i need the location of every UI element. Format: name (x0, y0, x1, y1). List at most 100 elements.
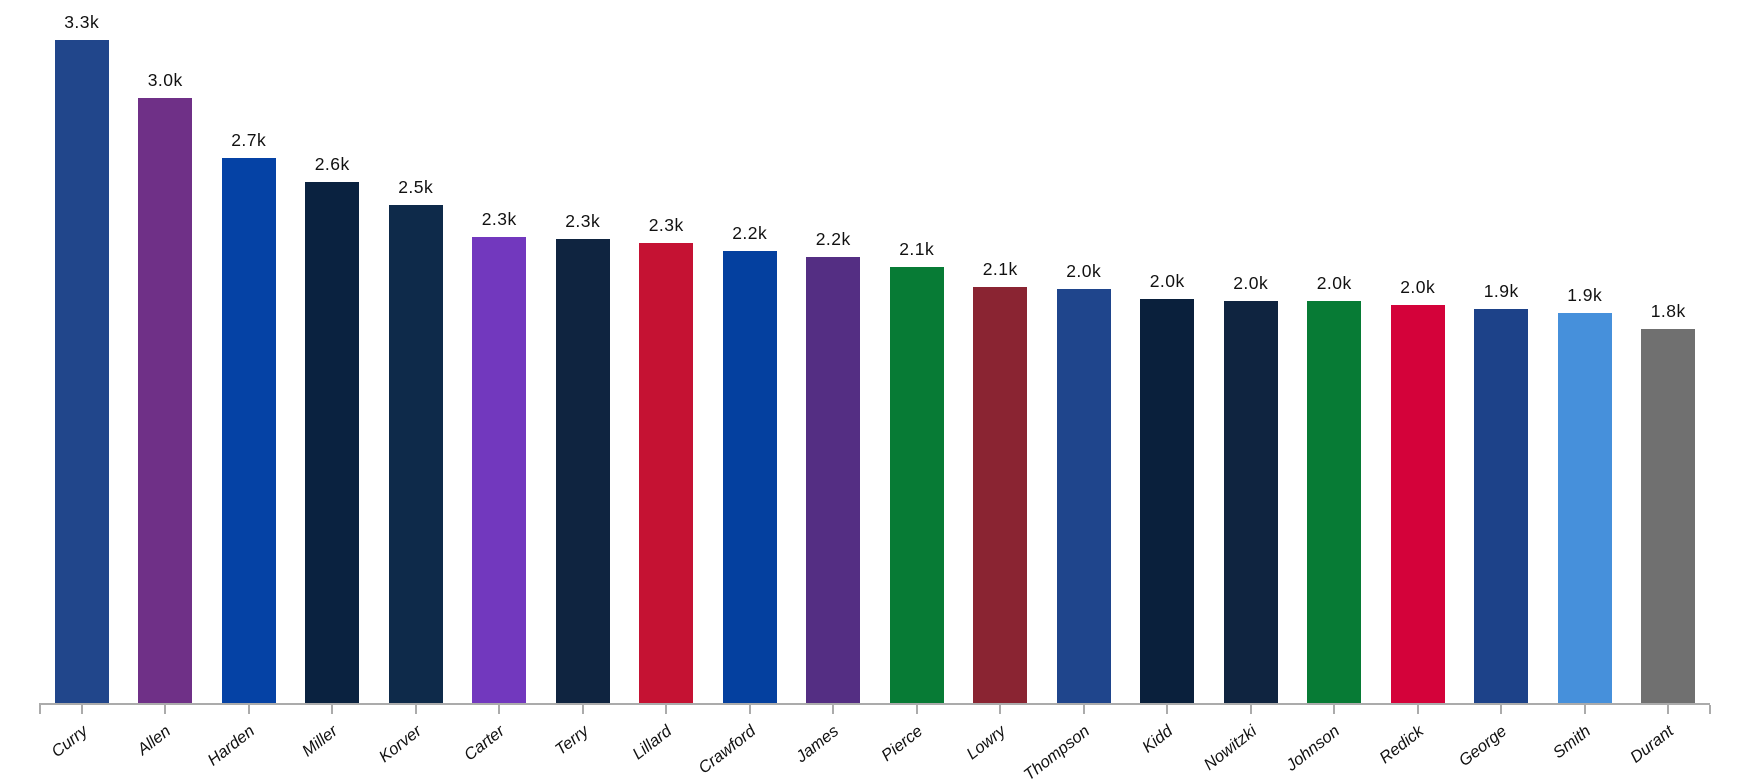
bar-slot: 2.0k (1126, 271, 1210, 703)
x-axis-label-durant: Durant (1627, 722, 1678, 767)
x-axis-label-pierce: Pierce (877, 722, 926, 765)
x-axis-label-terry: Terry (551, 722, 592, 759)
x-axis-label-nowitzki: Nowitzki (1200, 722, 1260, 775)
x-axis-label-crawford: Crawford (695, 722, 759, 778)
bar-durant[interactable] (1641, 329, 1696, 703)
bar-value-label: 2.2k (815, 229, 851, 249)
axis-tick (1500, 705, 1503, 714)
bar-value-label: 2.0k (1066, 261, 1102, 281)
axis-tick (665, 705, 668, 714)
x-axis-label-korver: Korver (375, 722, 425, 767)
x-axis-label-lowry: Lowry (963, 722, 1010, 764)
axis-tick (80, 705, 83, 714)
bar-slot: 2.2k (792, 229, 876, 703)
bar-value-label: 2.3k (565, 211, 601, 231)
x-axis-label-thompson: Thompson (1020, 722, 1093, 780)
x-axis-label-george: George (1455, 722, 1511, 771)
bar-slot: 2.1k (875, 239, 959, 703)
bar-slot: 2.0k (1376, 277, 1460, 703)
plot-area: 3.3k 3.0k 2.7k 2.6k 2.5k 2.3k 2.3k 2.3k 2.2k 2.2k… (40, 0, 1710, 703)
bar-curry[interactable] (54, 40, 109, 703)
x-axis-label-harden: Harden (204, 722, 258, 770)
bar-slot: 3.0k (124, 70, 208, 703)
x-axis-label-james: James (792, 722, 843, 767)
bar-value-label: 2.3k (481, 209, 517, 229)
bar-value-label: 1.8k (1650, 301, 1686, 321)
x-axis-labels: Curry Allen Harden Miller Korver Carter Terry L… (40, 716, 1710, 780)
bar-allen[interactable] (138, 98, 193, 703)
bar-value-label: 2.0k (1400, 277, 1436, 297)
axis-tick (498, 705, 501, 714)
axis-tick (1166, 705, 1169, 714)
axis-tick (1667, 705, 1670, 714)
bar-slot: 1.9k (1543, 285, 1627, 703)
axis-end-tick (39, 705, 41, 714)
bar-george[interactable] (1474, 309, 1529, 703)
axis-tick (1082, 705, 1085, 714)
axis-tick (247, 705, 250, 714)
bar-value-label: 2.2k (732, 223, 768, 243)
axis-tick (748, 705, 751, 714)
axis-tick (164, 705, 167, 714)
bar-value-label: 2.6k (314, 154, 350, 174)
bar-johnson[interactable] (1307, 301, 1362, 703)
bar-slot: 1.9k (1460, 281, 1544, 703)
axis-tick (999, 705, 1002, 714)
axis-tick (414, 705, 417, 714)
axis-tick (915, 705, 918, 714)
bar-slot: 2.3k (625, 215, 709, 703)
x-axis-ticks (39, 705, 1711, 714)
bar-slot: 2.5k (374, 177, 458, 703)
x-axis-label-allen: Allen (134, 722, 175, 759)
x-axis-label-smith: Smith (1549, 722, 1594, 763)
axis-tick (832, 705, 835, 714)
bar-slot: 2.0k (1293, 273, 1377, 703)
bar-slot: 2.2k (708, 223, 792, 703)
axis-end-tick (1709, 705, 1711, 714)
bar-value-label: 2.0k (1149, 271, 1185, 291)
x-axis-label-miller: Miller (299, 722, 342, 761)
axis-tick (1333, 705, 1336, 714)
bar-harden[interactable] (221, 158, 276, 703)
bar-korver[interactable] (388, 205, 443, 703)
bar-thompson[interactable] (1056, 289, 1111, 703)
x-axis-label-lillard: Lillard (629, 722, 676, 764)
bar-value-label: 3.3k (64, 12, 100, 32)
axis-tick (1583, 705, 1586, 714)
bar-smith[interactable] (1557, 313, 1612, 703)
axis-tick (331, 705, 334, 714)
bar-redick[interactable] (1390, 305, 1445, 703)
bar-slot: 2.3k (541, 211, 625, 703)
bar-miller[interactable] (305, 182, 360, 703)
bar-lillard[interactable] (639, 243, 694, 703)
bar-kidd[interactable] (1140, 299, 1195, 703)
bar-value-label: 2.1k (982, 259, 1018, 279)
bar-terry[interactable] (555, 239, 610, 703)
axis-tick (581, 705, 584, 714)
bar-lowry[interactable] (973, 287, 1028, 703)
x-axis-label-kidd: Kidd (1139, 722, 1177, 757)
axis-tick (1416, 705, 1419, 714)
bar-value-label: 1.9k (1483, 281, 1519, 301)
axis-tick (1249, 705, 1252, 714)
bar-slot: 3.3k (40, 12, 124, 703)
bar-slot: 2.0k (1042, 261, 1126, 703)
bar-slot: 2.7k (207, 130, 291, 703)
bar-slot: 2.3k (458, 209, 542, 703)
bar-slot: 2.0k (1209, 273, 1293, 703)
bar-value-label: 2.5k (398, 177, 434, 197)
bar-value-label: 2.3k (648, 215, 684, 235)
bar-nowitzki[interactable] (1223, 301, 1278, 703)
bar-value-label: 1.9k (1567, 285, 1603, 305)
bar-james[interactable] (806, 257, 861, 703)
bar-pierce[interactable] (889, 267, 944, 703)
bar-crawford[interactable] (722, 251, 777, 703)
x-axis-label-redick: Redick (1376, 722, 1427, 768)
bar-carter[interactable] (472, 237, 527, 703)
bar-value-label: 2.1k (899, 239, 935, 259)
x-axis-label-carter: Carter (461, 722, 509, 765)
bar-slot: 1.8k (1627, 301, 1711, 703)
bar-value-label: 2.0k (1316, 273, 1352, 293)
bar-value-label: 2.7k (231, 130, 267, 150)
